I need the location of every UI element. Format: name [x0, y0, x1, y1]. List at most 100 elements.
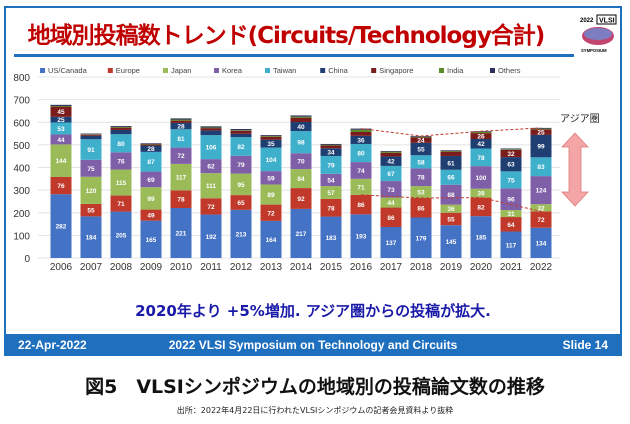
- data-label: 115: [116, 180, 127, 187]
- legend-swatch: [214, 68, 219, 73]
- data-label: 72: [537, 217, 545, 224]
- bar-segment-uscanada: [350, 214, 372, 258]
- bar-segment-taiwan: [110, 134, 132, 153]
- y-tick-label: 200: [13, 209, 30, 220]
- data-label: 164: [266, 237, 277, 244]
- data-label: 72: [177, 153, 185, 160]
- bar-segment-china: [350, 135, 372, 144]
- data-label: 86: [387, 215, 395, 222]
- data-label: 59: [267, 175, 275, 182]
- x-tick-label: 2018: [410, 262, 433, 273]
- bar-segment-singapore: [500, 149, 522, 158]
- bar-segment-japan: [530, 204, 552, 212]
- data-label: 67: [387, 171, 395, 178]
- data-label: 82: [237, 144, 245, 151]
- figure-caption: 図5 VLSIシンポジウムの地域別の投稿論文数の推移: [85, 376, 545, 398]
- bar-segment-korea: [380, 181, 402, 198]
- data-label: 144: [56, 158, 67, 165]
- bar-segment-others: [350, 128, 372, 130]
- data-label: 124: [536, 188, 547, 195]
- data-label: 192: [206, 234, 217, 241]
- bar-segment-korea: [530, 176, 552, 205]
- data-label: 221: [176, 230, 187, 237]
- bar-segment-korea: [110, 152, 132, 170]
- bar-segment-others: [440, 150, 462, 151]
- bar-segment-china: [110, 129, 132, 135]
- bar-segment-taiwan: [170, 129, 192, 148]
- bar-segment-china: [530, 134, 552, 158]
- data-label: 81: [177, 136, 185, 143]
- y-tick-label: 100: [13, 231, 30, 242]
- bar-segment-taiwan: [320, 155, 342, 174]
- data-label: 78: [177, 197, 185, 204]
- y-tick-label: 400: [13, 164, 30, 175]
- bar-segment-singapore: [470, 133, 492, 139]
- data-label: 117: [506, 242, 517, 249]
- bar-segment-korea: [200, 159, 222, 174]
- logo-name: VLSI: [599, 18, 615, 25]
- legend-swatch: [371, 68, 377, 73]
- bar-segment-others: [500, 148, 522, 150]
- bar-segment-india: [410, 136, 432, 138]
- bar-segment-europe: [440, 212, 462, 226]
- bar-segment-korea: [290, 153, 312, 170]
- data-label: 72: [267, 210, 275, 217]
- bar-segment-japan: [410, 186, 432, 199]
- bar-segment-india: [200, 127, 222, 129]
- bar-segment-japan: [380, 197, 402, 208]
- data-label: 71: [357, 184, 365, 191]
- logo-year: 2022: [580, 18, 594, 24]
- bar-segment-india: [230, 130, 252, 131]
- bar-segment-china: [50, 116, 72, 123]
- data-label: 86: [357, 202, 365, 209]
- y-tick-label: 0: [24, 254, 30, 265]
- legend-swatch: [439, 68, 444, 73]
- legend-label: Japan: [171, 66, 191, 75]
- data-label: 49: [147, 213, 155, 220]
- data-label: 25: [57, 117, 65, 124]
- bar-segment-uscanada: [320, 216, 342, 258]
- bar-segment-europe: [500, 217, 522, 232]
- bar-segment-china: [410, 142, 432, 156]
- legend-swatch: [107, 68, 113, 73]
- data-label: 83: [537, 164, 545, 171]
- bar-segment-uscanada: [80, 216, 102, 258]
- data-label: 76: [117, 158, 125, 165]
- x-tick-label: 2019: [440, 262, 463, 273]
- data-label: 87: [147, 159, 155, 166]
- bar-segment-taiwan: [80, 139, 102, 160]
- data-label: 91: [87, 147, 95, 154]
- data-label: 92: [297, 196, 305, 203]
- data-label: 69: [147, 177, 155, 184]
- data-label: 28: [177, 124, 185, 131]
- bar-segment-japan: [80, 176, 102, 204]
- bar-segment-japan: [50, 144, 72, 178]
- bar-segment-japan: [440, 204, 462, 213]
- data-label: 70: [297, 159, 305, 166]
- data-label: 28: [147, 146, 155, 153]
- y-tick-label: 500: [13, 141, 30, 152]
- bar-segment-taiwan: [440, 169, 462, 185]
- x-tick-label: 2007: [80, 262, 103, 273]
- bar-segment-others: [140, 143, 162, 144]
- bar-segment-china: [290, 122, 312, 132]
- bar-segment-singapore: [80, 134, 102, 136]
- footer-date: 22-Apr-2022: [18, 338, 87, 352]
- data-label: 36: [357, 137, 365, 144]
- data-label: 205: [116, 232, 127, 239]
- bar-segment-singapore: [200, 128, 222, 131]
- data-label: 75: [87, 166, 95, 173]
- bar-segment-india: [290, 116, 312, 118]
- bar-segment-europe: [530, 211, 552, 228]
- title-divider: [14, 54, 574, 57]
- bar-segment-others: [230, 129, 252, 131]
- data-label: 193: [356, 234, 367, 241]
- data-label: 31: [507, 211, 515, 218]
- bar-segment-china: [500, 157, 522, 172]
- legend-swatch: [320, 68, 326, 73]
- bar-segment-china: [380, 156, 402, 166]
- data-label: 72: [207, 204, 215, 211]
- data-label: 79: [237, 162, 245, 169]
- x-tick-label: 2008: [110, 262, 133, 273]
- data-label: 73: [387, 187, 395, 194]
